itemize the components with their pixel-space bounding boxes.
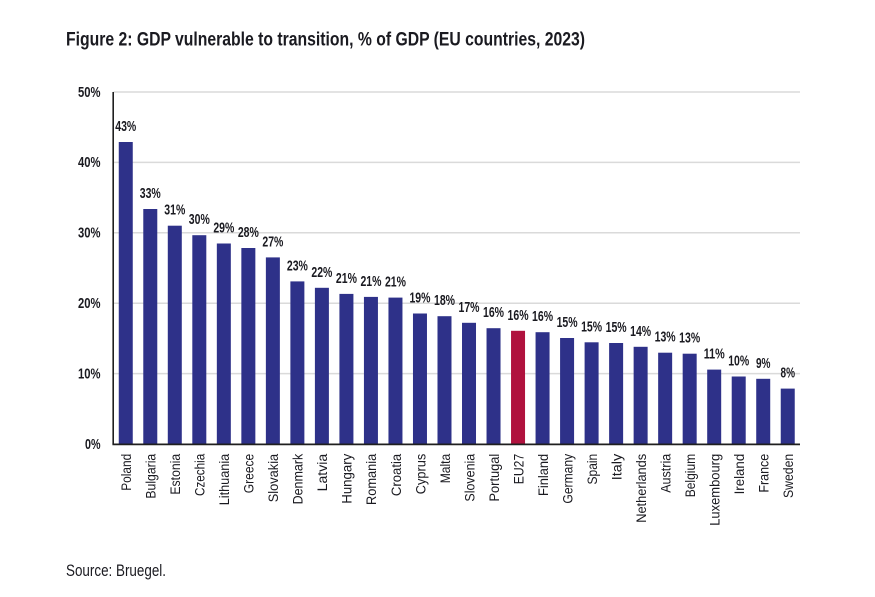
svg-text:8%: 8% [780,366,795,382]
svg-text:20%: 20% [78,296,101,312]
svg-text:33%: 33% [140,186,161,202]
svg-text:Portugal: Portugal [487,454,503,502]
svg-text:Figure 2: GDP vulnerable to tr: Figure 2: GDP vulnerable to transition, … [66,29,585,51]
svg-text:10%: 10% [78,366,101,382]
svg-text:16%: 16% [483,305,504,321]
svg-text:Belgium: Belgium [683,454,699,498]
svg-text:Malta: Malta [438,454,454,484]
svg-text:29%: 29% [213,221,234,237]
svg-text:17%: 17% [459,300,480,316]
svg-text:15%: 15% [606,320,627,336]
svg-text:21%: 21% [360,274,381,290]
svg-text:11%: 11% [704,347,725,363]
svg-text:15%: 15% [557,315,578,331]
svg-text:Croatia: Croatia [389,454,405,496]
svg-text:28%: 28% [238,225,259,241]
svg-text:18%: 18% [434,293,455,309]
svg-text:Denmark: Denmark [291,453,307,504]
svg-text:10%: 10% [728,354,749,370]
svg-text:23%: 23% [287,258,308,274]
svg-text:Cyprus: Cyprus [413,454,429,494]
svg-text:Greece: Greece [242,454,258,493]
svg-text:16%: 16% [532,309,553,325]
svg-text:16%: 16% [508,308,529,324]
svg-text:Slovenia: Slovenia [462,454,478,502]
svg-text:Estonia: Estonia [168,454,184,495]
svg-text:22%: 22% [311,265,332,281]
svg-text:9%: 9% [756,356,771,372]
svg-text:27%: 27% [262,234,283,250]
svg-text:14%: 14% [630,324,651,340]
svg-text:21%: 21% [336,271,357,287]
svg-text:Latvia: Latvia [315,454,331,492]
svg-text:Austria: Austria [658,454,674,493]
svg-text:Hungary: Hungary [340,453,356,504]
svg-text:Poland: Poland [119,454,135,491]
svg-text:EU27: EU27 [511,454,527,484]
svg-text:13%: 13% [679,331,700,347]
svg-text:Finland: Finland [536,454,552,496]
svg-text:Slovakia: Slovakia [266,454,282,503]
svg-text:Czechia: Czechia [193,454,209,496]
svg-text:31%: 31% [164,203,185,219]
svg-text:Sweden: Sweden [781,454,797,498]
svg-text:Bulgaria: Bulgaria [144,454,160,499]
svg-text:30%: 30% [78,226,101,242]
svg-text:Italy: Italy [609,453,625,480]
svg-text:Lithuania: Lithuania [217,454,233,506]
svg-text:21%: 21% [385,275,406,291]
svg-text:30%: 30% [189,212,210,228]
svg-text:Netherlands: Netherlands [634,454,650,523]
svg-text:Luxembourg: Luxembourg [707,454,723,526]
svg-text:50%: 50% [78,85,101,101]
svg-text:13%: 13% [655,330,676,346]
svg-text:0%: 0% [85,437,101,453]
svg-text:Romania: Romania [364,454,380,505]
svg-text:19%: 19% [409,291,430,307]
svg-text:15%: 15% [581,319,602,335]
svg-text:40%: 40% [78,155,101,171]
svg-text:Ireland: Ireland [732,454,748,495]
svg-text:Spain: Spain [585,454,601,485]
svg-text:France: France [757,454,773,493]
svg-text:Source: Bruegel.: Source: Bruegel. [66,561,166,580]
svg-text:Germany: Germany [560,453,576,504]
svg-text:43%: 43% [115,119,136,135]
